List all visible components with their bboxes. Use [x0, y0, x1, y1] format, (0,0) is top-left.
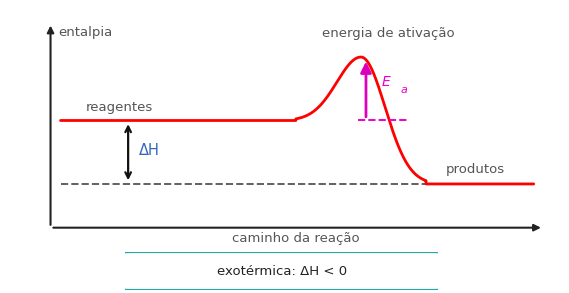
- FancyBboxPatch shape: [109, 252, 453, 290]
- Text: E: E: [382, 75, 391, 89]
- Text: entalpia: entalpia: [58, 26, 112, 39]
- Text: caminho da reação: caminho da reação: [232, 232, 360, 245]
- Text: ΔH: ΔH: [139, 143, 160, 158]
- Text: produtos: produtos: [446, 163, 505, 176]
- Text: exotérmica: ΔH < 0: exotérmica: ΔH < 0: [217, 265, 347, 277]
- Text: reagentes: reagentes: [85, 100, 153, 114]
- Text: energia de ativação: energia de ativação: [322, 27, 455, 40]
- Text: a: a: [401, 85, 408, 95]
